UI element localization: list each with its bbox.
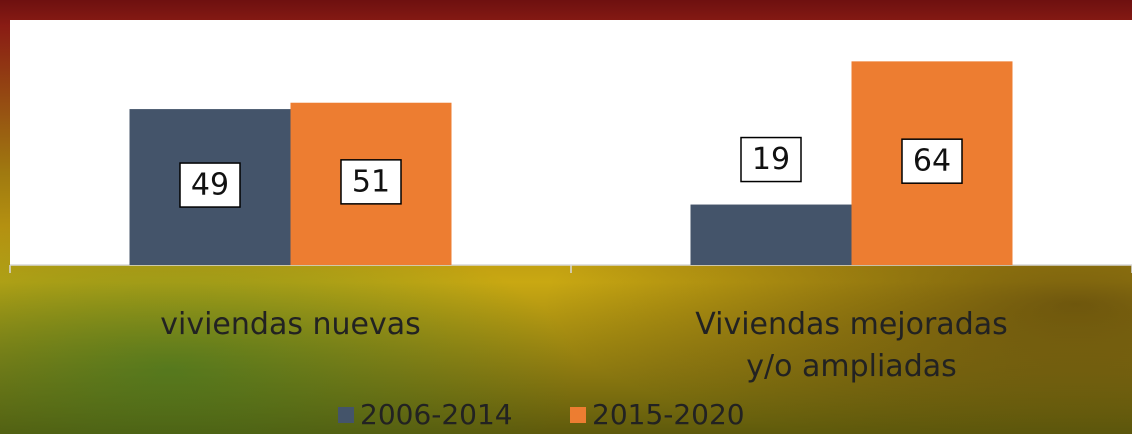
- data-label: 49: [179, 162, 241, 208]
- data-label: 51: [340, 159, 402, 205]
- x-tick-label: viviendas nuevas: [160, 307, 421, 342]
- legend-label: 2015-2020: [592, 398, 745, 431]
- data-label: 64: [901, 138, 963, 184]
- data-label: 19: [740, 136, 802, 183]
- data-label-box: [340, 159, 402, 205]
- x-tick-label: Viviendas mejoradas y/o ampliadas: [695, 307, 1008, 384]
- legend-label: 2006-2014: [360, 398, 513, 431]
- data-label-text: 64: [913, 144, 951, 179]
- data-label-box: [901, 138, 963, 184]
- legend-item: 2015-2020: [570, 398, 745, 431]
- data-label-text: 51: [352, 164, 390, 199]
- legend-swatch: [338, 406, 354, 423]
- data-label-text: 19: [752, 142, 790, 177]
- data-label-text: 49: [191, 168, 229, 203]
- legend-item: 2006-2014: [338, 398, 513, 431]
- data-label-box: [179, 162, 241, 208]
- bar: [690, 204, 852, 265]
- data-label-box: [740, 136, 802, 183]
- legend-swatch: [570, 406, 586, 423]
